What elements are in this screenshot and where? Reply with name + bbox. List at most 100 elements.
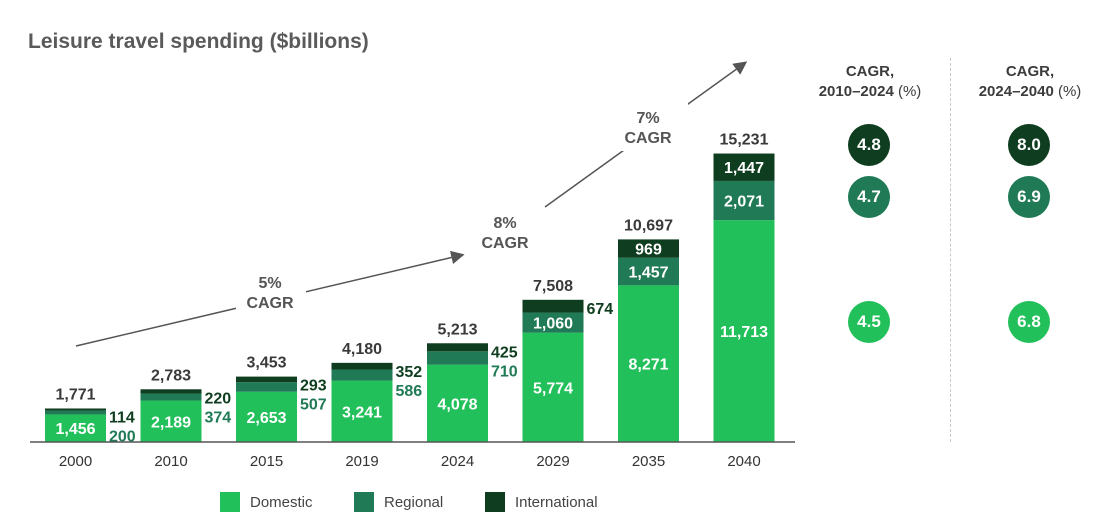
data-label-regional-2000: 200 (109, 428, 136, 445)
data-label-international-2015: 293 (300, 378, 327, 395)
data-label-regional-2015: 507 (300, 397, 327, 414)
legend-swatch-domestic (220, 492, 240, 512)
x-tick-label-2010: 2010 (154, 453, 187, 470)
data-label-international-2000: 114 (109, 409, 135, 426)
bar-international-2000 (45, 408, 106, 411)
bar-international-2010 (140, 389, 202, 394)
data-label-international-2019: 352 (396, 364, 423, 381)
x-tick-label-2035: 2035 (632, 453, 665, 470)
cagr-col1-title: CAGR, (845, 63, 895, 80)
data-label-domestic-2015: 2,653 (246, 410, 286, 427)
cagr-col1-header: CAGR, 2010–2024 (%) (790, 62, 950, 102)
stacked-bar-chart: 1,456 200 114 1,771 2000 2,189 374 220 2,783 2010… (30, 61, 795, 470)
chart-title: Leisure travel spending ($billions) (28, 30, 369, 53)
bar-regional-2035 (618, 257, 679, 286)
data-label-domestic-2029: 5,774 (533, 380, 573, 397)
cagr-regional-2024-2040: 6.9 (1008, 176, 1050, 218)
cagr-col1-unit: (%) (897, 83, 922, 100)
bar-international-2015 (236, 376, 297, 383)
bar-regional-2015 (236, 382, 297, 392)
legend-swatch-international (485, 492, 505, 512)
cagr-domestic-2010-2024: 4.5 (848, 301, 890, 343)
cagr-annotation-2-line-2: CAGR (481, 235, 529, 252)
cagr-annotation-bg-3 (610, 103, 688, 151)
bar-domestic-2035 (618, 285, 679, 442)
bar-international-2019 (331, 362, 393, 370)
total-label-2040: 15,231 (720, 132, 769, 149)
data-label-domestic-2035: 8,271 (628, 357, 668, 374)
x-tick-label-2000: 2000 (59, 453, 92, 470)
legend-item-international: International (485, 492, 598, 512)
cagr-col2-title: CAGR, (1005, 63, 1055, 80)
cagr-divider (950, 58, 951, 442)
bar-international-2040 (713, 153, 775, 181)
cagr-col1-subtitle: 2010–2024 (%) (790, 82, 950, 102)
cagr-annotation-bg-2 (466, 208, 546, 256)
cagr-international-2024-2040: 8.0 (1008, 124, 1050, 166)
bar-international-2029 (522, 299, 584, 313)
cagr-international-2010-2024: 4.8 (848, 124, 890, 166)
cagr-annotation-3-line-1: 7% (636, 110, 659, 127)
bar-domestic-2015 (236, 391, 297, 442)
bar-international-2035 (618, 239, 679, 258)
total-label-2024: 5,213 (437, 321, 477, 338)
total-label-2035: 10,697 (624, 217, 673, 234)
data-label-regional-2019: 586 (396, 383, 423, 400)
data-label-regional-2040: 2,071 (724, 194, 764, 211)
bar-regional-2000 (45, 410, 106, 415)
bar-international-2024 (427, 343, 488, 352)
cagr-col2-unit: (%) (1057, 83, 1082, 100)
cagr-col1-range: 2010–2024 (818, 83, 894, 100)
total-label-2019: 4,180 (342, 341, 382, 358)
data-label-international-2024: 425 (491, 344, 518, 361)
total-label-2015: 3,453 (246, 355, 286, 372)
data-label-regional-2010: 374 (205, 409, 232, 426)
cagr-domestic-2024-2040: 6.8 (1008, 301, 1050, 343)
cagr-annotation-3-line-2: CAGR (624, 130, 672, 147)
data-label-domestic-2024: 4,078 (437, 396, 477, 413)
data-label-regional-2024: 710 (491, 363, 518, 380)
legend-item-domestic: Domestic (220, 492, 313, 512)
bar-regional-2024 (427, 351, 488, 365)
bar-regional-2029 (522, 312, 584, 333)
legend-label-domestic: Domestic (250, 493, 313, 511)
data-label-international-2040: 1,447 (724, 160, 764, 177)
legend-label-regional: Regional (384, 493, 444, 511)
cagr-regional-2010-2024: 4.7 (848, 176, 890, 218)
legend-item-regional: Regional (354, 492, 443, 512)
cagr-annotation-1-line-2: CAGR (246, 295, 294, 312)
bar-domestic-2024 (427, 364, 488, 442)
x-tick-label-2040: 2040 (727, 453, 760, 470)
cagr-annotation-bg-1 (236, 268, 306, 316)
total-label-2010: 2,783 (151, 367, 191, 384)
bar-domestic-2029 (522, 332, 584, 442)
data-label-domestic-2010: 2,189 (151, 414, 191, 431)
bar-regional-2040 (713, 180, 775, 221)
cagr-col2-subtitle: 2024–2040 (%) (950, 82, 1100, 102)
data-label-domestic-2040: 11,713 (720, 324, 768, 341)
data-label-international-2010: 220 (205, 390, 232, 407)
x-tick-label-2024: 2024 (441, 453, 474, 470)
total-label-2000: 1,771 (55, 386, 95, 403)
x-tick-label-2015: 2015 (250, 453, 283, 470)
data-label-regional-2029: 1,060 (533, 316, 573, 333)
cagr-col2-header: CAGR, 2024–2040 (%) (950, 62, 1100, 102)
bar-domestic-2010 (140, 400, 202, 442)
bar-domestic-2019 (331, 380, 393, 442)
data-label-domestic-2000: 1,456 (55, 421, 95, 438)
bar-domestic-2040 (713, 220, 775, 442)
total-label-2029: 7,508 (533, 278, 573, 295)
cagr-annotation-2-line-1: 8% (493, 215, 516, 232)
data-label-international-2029: 674 (587, 301, 614, 318)
bar-regional-2019 (331, 369, 393, 381)
legend-label-international: International (515, 493, 598, 511)
cagr-col2-range: 2024–2040 (978, 83, 1054, 100)
data-label-international-2035: 969 (635, 242, 662, 259)
data-label-domestic-2019: 3,241 (342, 404, 382, 421)
cagr-annotation-1-line-1: 5% (258, 275, 281, 292)
bar-regional-2010 (140, 393, 202, 401)
bar-domestic-2000 (45, 414, 106, 442)
x-tick-label-2029: 2029 (536, 453, 569, 470)
x-tick-label-2019: 2019 (345, 453, 378, 470)
legend-swatch-regional (354, 492, 374, 512)
